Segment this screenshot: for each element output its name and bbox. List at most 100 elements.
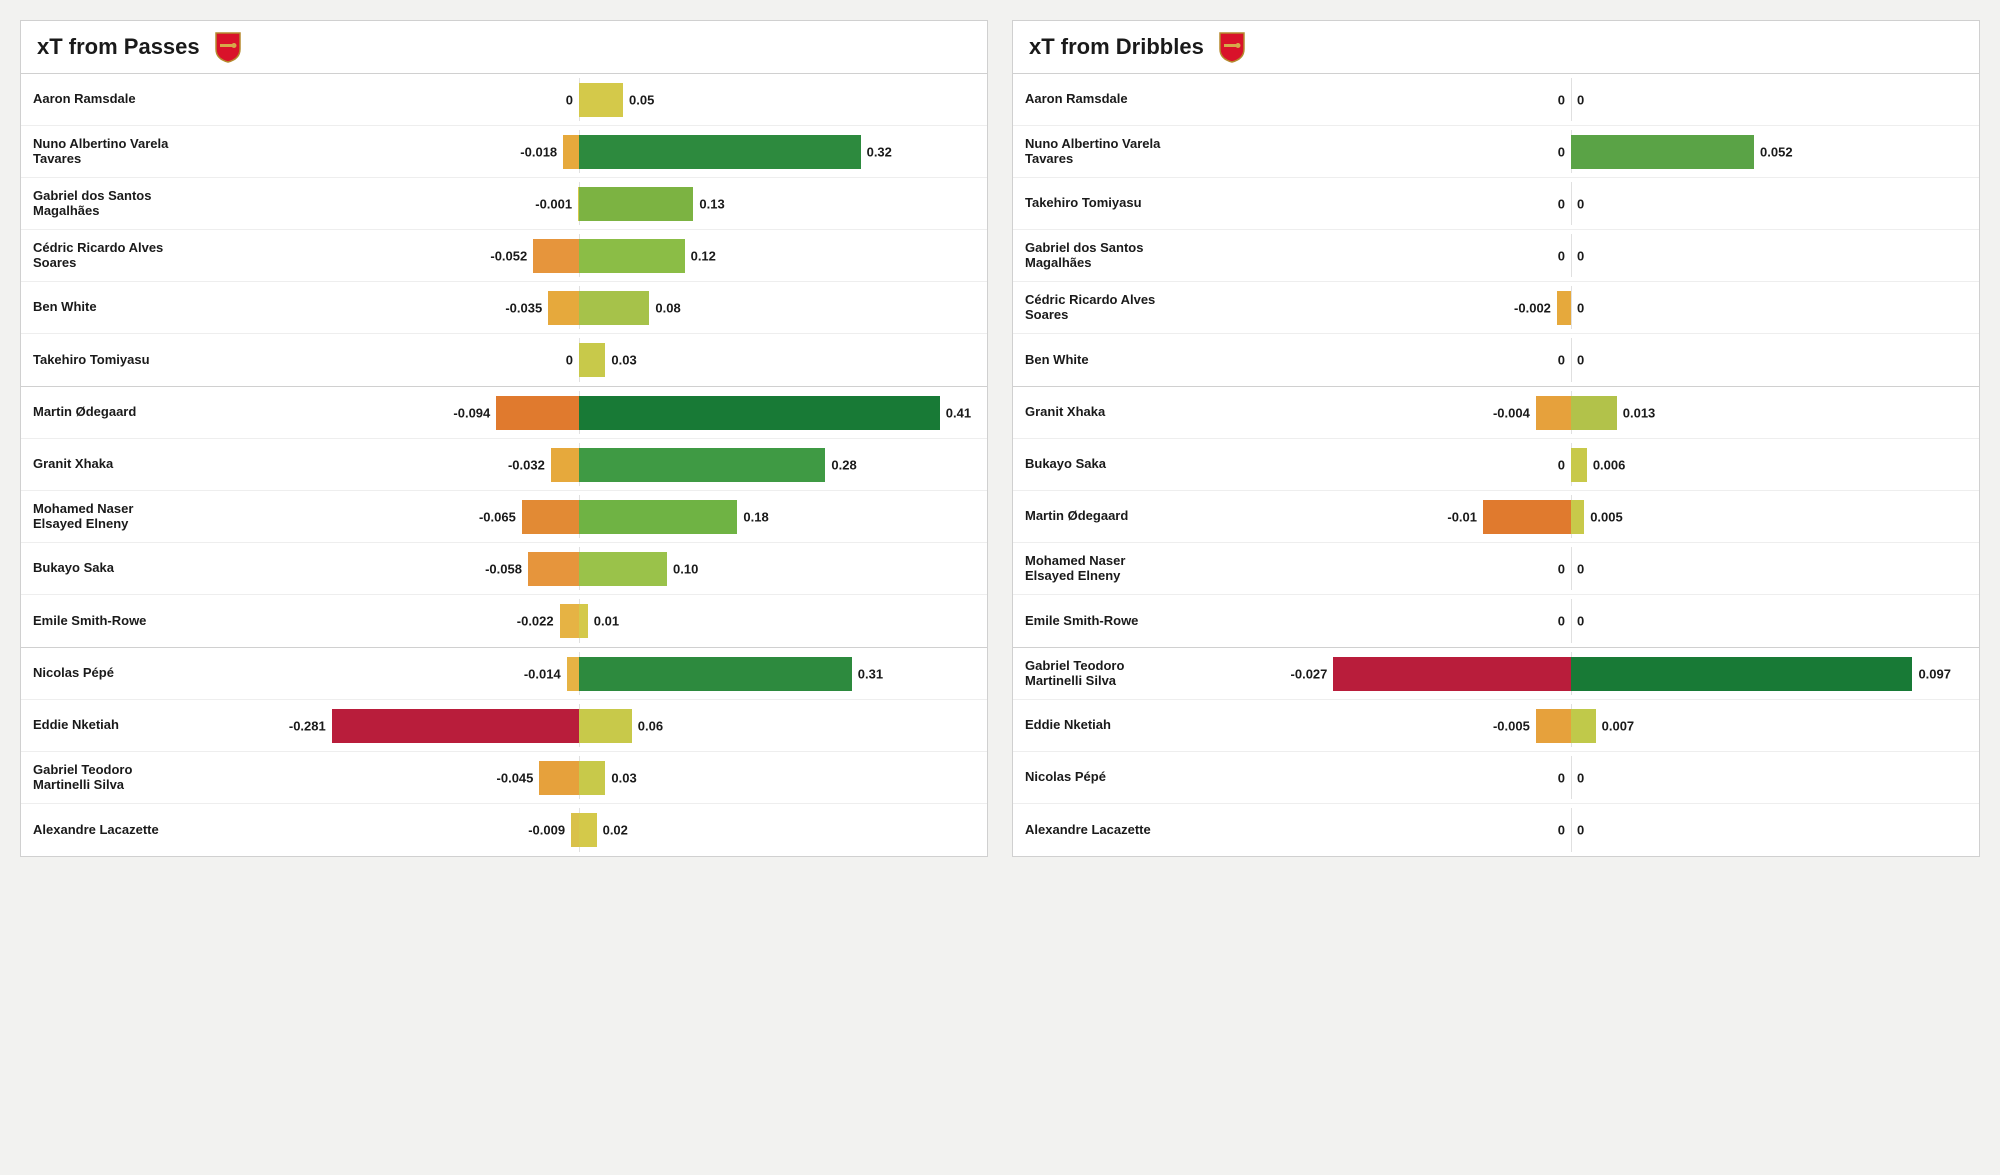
player-row: Aaron Ramsdale00.05 [21,74,987,126]
negative-bar [1483,500,1571,534]
positive-value-label: 0.007 [1602,718,1635,733]
negative-bar [551,448,579,482]
passes-panel: xT from Passes Aaron Ramsdale00.05Nuno A… [20,20,988,857]
player-row: Granit Xhaka-0.0040.013 [1013,387,1979,439]
negative-value-label: 0 [1558,823,1565,838]
player-name: Aaron Ramsdale [1025,92,1175,107]
negative-bar [571,813,579,847]
player-group: Gabriel Teodoro Martinelli Silva-0.0270.… [1013,648,1979,856]
player-row: Nuno Albertino Varela Tavares00.052 [1013,126,1979,178]
positive-bar [579,500,737,534]
player-row: Martin Ødegaard-0.0940.41 [21,387,987,439]
bar-zone: 00 [1175,595,1967,647]
bar-zone: 00.006 [1175,439,1967,490]
positive-value-label: 0.05 [629,92,654,107]
bar-zone: -0.002 0 [1175,282,1967,333]
negative-value-label: -0.018 [520,144,557,159]
panel-header: xT from Dribbles [1013,21,1979,74]
player-name: Nuno Albertino Varela Tavares [1025,137,1175,167]
negative-bar [539,761,579,795]
negative-value-label: -0.035 [505,300,542,315]
negative-bar [1536,396,1571,430]
positive-value-label: 0.31 [858,666,883,681]
player-name: Nicolas Pépé [33,666,183,681]
positive-value-label: 0.08 [655,300,680,315]
negative-bar [567,657,579,691]
player-name: Nicolas Pépé [1025,770,1175,785]
negative-value-label: 0 [566,353,573,368]
player-name: Nuno Albertino Varela Tavares [33,137,183,167]
player-group: Granit Xhaka-0.0040.013Bukayo Saka00.006… [1013,387,1979,648]
player-row: Bukayo Saka00.006 [1013,439,1979,491]
player-row: Cédric Ricardo Alves Soares -0.002 0 [1013,282,1979,334]
team-crest-icon [1218,31,1246,63]
negative-value-label: -0.014 [524,666,561,681]
positive-bar [579,187,693,221]
positive-value-label: 0 [1577,353,1584,368]
bar-zone: -0.032 0.28 [183,439,975,490]
player-row: Takehiro Tomiyasu00.03 [21,334,987,386]
panel-body: Aaron Ramsdale00.05Nuno Albertino Varela… [21,74,987,856]
positive-value-label: 0.28 [831,457,856,472]
player-row: Mohamed Naser Elsayed Elneny-0.0650.18 [21,491,987,543]
zero-axis [1571,78,1572,121]
bar-zone: -0.0220.01 [183,595,975,647]
player-row: Gabriel dos Santos Magalhães00 [1013,230,1979,282]
zero-axis [1571,234,1572,277]
player-row: Nicolas Pépé -0.014 0.31 [21,648,987,700]
positive-value-label: 0.02 [603,823,628,838]
player-name: Emile Smith-Rowe [1025,614,1175,629]
player-row: Ben White00 [1013,334,1979,386]
bar-zone: -0.009 0.02 [183,804,975,856]
negative-bar [1557,291,1571,325]
positive-value-label: 0.41 [946,405,971,420]
negative-bar [1333,657,1571,691]
bar-zone: -0.010.005 [1175,491,1967,542]
positive-value-label: 0.03 [611,770,636,785]
player-name: Cédric Ricardo Alves Soares [1025,293,1175,323]
positive-bar [579,604,588,638]
negative-value-label: 0 [566,92,573,107]
negative-value-label: -0.005 [1493,718,1530,733]
zero-axis [1571,599,1572,643]
negative-value-label: -0.027 [1291,666,1328,681]
negative-bar [332,709,579,743]
player-name: Ben White [1025,353,1175,368]
positive-bar [579,343,605,377]
negative-bar [563,135,579,169]
positive-bar [579,135,861,169]
bar-zone: -0.0940.41 [183,387,975,438]
player-name: Granit Xhaka [1025,405,1175,420]
player-name: Bukayo Saka [33,561,183,576]
negative-value-label: -0.045 [497,770,534,785]
bar-zone: -0.045 0.03 [183,752,975,803]
negative-bar [533,239,579,273]
player-name: Cédric Ricardo Alves Soares [33,241,183,271]
positive-bar [579,291,649,325]
positive-value-label: 0 [1577,196,1584,211]
positive-value-label: 0 [1577,248,1584,263]
positive-bar [1571,135,1754,169]
player-row: Gabriel Teodoro Martinelli Silva-0.0450.… [21,752,987,804]
panel-header: xT from Passes [21,21,987,74]
negative-value-label: -0.01 [1447,509,1477,524]
bar-zone: 00 [1175,74,1967,125]
player-row: Nuno Albertino Varela Tavares-0.0180.32 [21,126,987,178]
player-row: Mohamed Naser Elsayed Elneny00 [1013,543,1979,595]
player-name: Ben White [33,300,183,315]
player-name: Mohamed Naser Elsayed Elneny [33,502,183,532]
negative-value-label: 0 [1558,248,1565,263]
negative-value-label: -0.032 [508,457,545,472]
bar-zone: 00 [1175,178,1967,229]
positive-value-label: 0 [1577,300,1584,315]
positive-value-label: 0 [1577,770,1584,785]
negative-value-label: -0.009 [528,823,565,838]
positive-bar [579,709,632,743]
negative-value-label: -0.002 [1514,300,1551,315]
player-row: Takehiro Tomiyasu00 [1013,178,1979,230]
positive-value-label: 0.18 [743,509,768,524]
player-row: Nicolas Pépé00 [1013,752,1979,804]
negative-value-label: 0 [1558,196,1565,211]
positive-bar [579,813,597,847]
player-name: Eddie Nketiah [33,718,183,733]
